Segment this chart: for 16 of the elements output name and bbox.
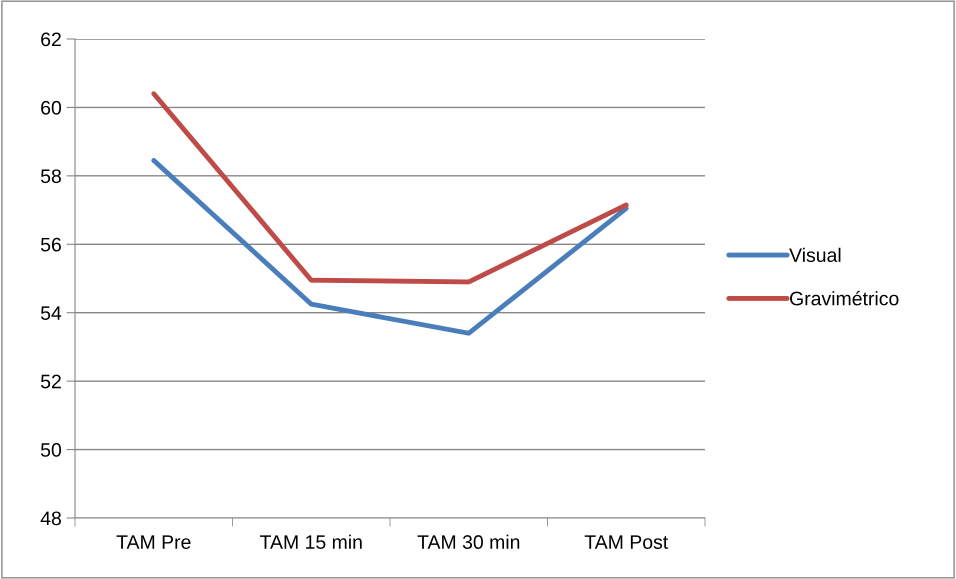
y-tick-label: 60 xyxy=(41,100,62,115)
y-tick-label: 50 xyxy=(40,443,62,457)
y-tick-label: 56 xyxy=(40,238,61,252)
legend-label: Gravimétrico xyxy=(790,290,898,306)
legend-label: Visual xyxy=(789,248,840,262)
y-tick-label: 48 xyxy=(40,511,61,526)
y-tick-label: 58 xyxy=(40,169,61,184)
x-tick-label: TAM Pre xyxy=(116,535,191,549)
y-tick-label: 62 xyxy=(41,32,61,46)
line-series xyxy=(151,91,629,284)
y-tick-label: 52 xyxy=(40,374,61,388)
y-tick-label: 54 xyxy=(40,306,62,320)
x-tick-label: TAM 30 min xyxy=(418,534,520,549)
line-series xyxy=(151,158,629,336)
x-tick-label: TAM Post xyxy=(584,535,668,549)
x-tick-label: TAM 15 min xyxy=(260,534,362,549)
